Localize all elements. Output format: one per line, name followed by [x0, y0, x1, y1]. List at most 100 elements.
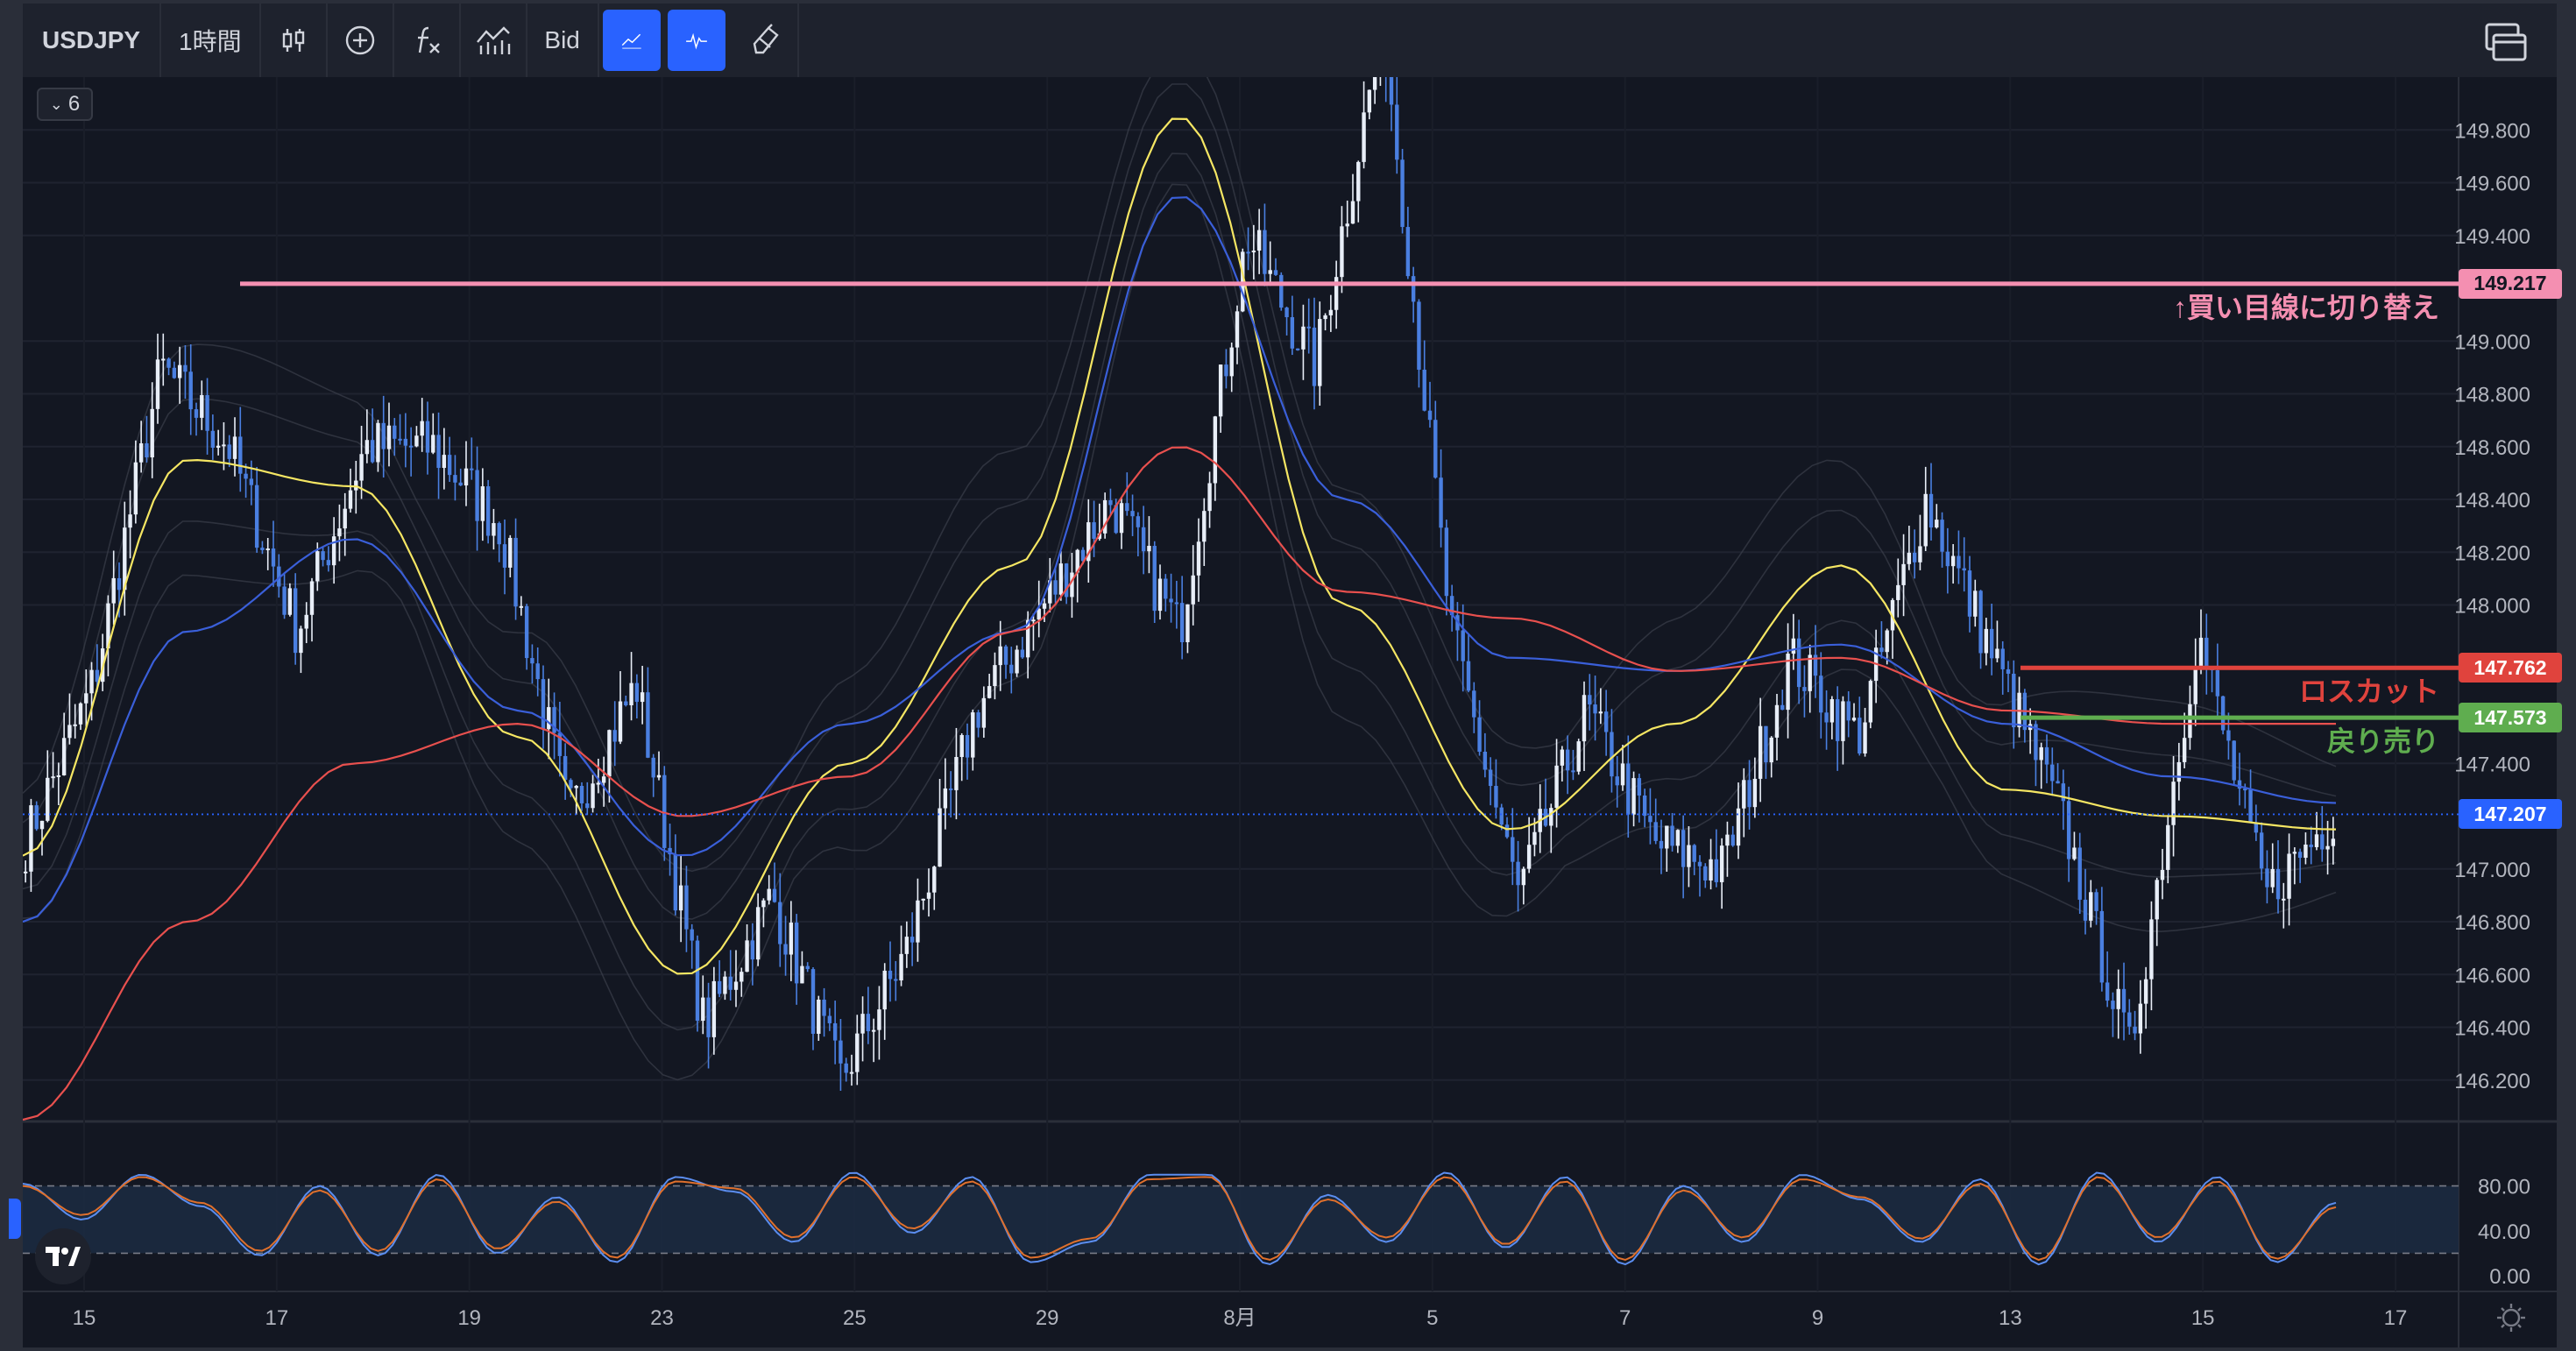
time-tick-label: 15	[2191, 1306, 2215, 1330]
candle	[943, 758, 948, 830]
candle	[1549, 803, 1553, 853]
candle	[612, 701, 617, 767]
candle	[475, 446, 479, 551]
chart-type-button[interactable]	[261, 4, 328, 77]
candle	[849, 1054, 854, 1086]
price-tag-sell-on-rally: 147.573	[2459, 703, 2562, 733]
candle	[1808, 644, 1812, 713]
candle	[1709, 838, 1713, 890]
candle	[376, 420, 380, 472]
candle	[2138, 980, 2143, 1054]
candle	[1218, 364, 1223, 433]
candle	[1070, 553, 1074, 619]
candles	[23, 77, 2336, 1092]
trend-line-button[interactable]	[602, 10, 661, 71]
candle	[1725, 821, 1730, 877]
candle	[789, 901, 794, 981]
candle	[1978, 590, 1983, 669]
chart-area[interactable]: 149.800 149.600 149.400 149.000 148.800 148.6…	[23, 77, 2557, 1347]
candle	[646, 667, 650, 759]
candle	[1130, 494, 1135, 536]
candle	[1483, 732, 1488, 778]
candle	[386, 402, 392, 467]
candle	[321, 547, 325, 567]
candle	[1411, 266, 1416, 323]
candle	[1279, 272, 1284, 311]
candle	[2006, 661, 2011, 693]
candle	[2127, 999, 2132, 1035]
candle	[1719, 838, 1724, 909]
candle	[839, 1018, 843, 1092]
candle	[755, 893, 761, 966]
candle	[205, 378, 209, 455]
candle	[1499, 803, 1504, 831]
candle	[2061, 769, 2066, 831]
candle	[2198, 609, 2204, 675]
time-tick-label: 23	[650, 1306, 674, 1330]
candle	[111, 550, 116, 626]
candle	[1692, 844, 1696, 875]
candle	[1064, 562, 1069, 605]
interval-button[interactable]: 1時間	[161, 4, 261, 77]
price-tick-label: 149.000	[2454, 330, 2530, 354]
candle	[1824, 690, 1829, 750]
compare-button[interactable]	[328, 4, 394, 77]
candle	[216, 429, 221, 456]
candle	[1764, 725, 1768, 779]
candle	[938, 778, 942, 867]
candle	[56, 762, 61, 805]
side-panel-tab[interactable]	[9, 1199, 21, 1239]
tradingview-logo[interactable]	[35, 1228, 91, 1284]
candle	[326, 546, 331, 572]
candle	[524, 604, 529, 670]
moving-average-1	[23, 196, 2337, 923]
candle	[1901, 534, 1906, 617]
candle	[579, 782, 584, 811]
replay-button[interactable]	[667, 10, 725, 71]
candle	[67, 693, 72, 745]
candle	[1048, 557, 1052, 612]
indicators-collapse-button[interactable]: ⌄ 6	[37, 88, 93, 121]
candle	[1306, 298, 1311, 354]
horizontal-lines	[240, 281, 2459, 720]
candle	[364, 409, 370, 463]
candle	[1334, 260, 1339, 329]
candle	[46, 750, 50, 823]
candle	[541, 665, 546, 749]
candle	[1439, 449, 1443, 548]
candle	[210, 414, 216, 460]
indicators-button[interactable]	[394, 4, 461, 77]
candle	[1461, 604, 1465, 692]
candle	[656, 751, 662, 781]
candle	[150, 382, 154, 478]
candle	[1449, 584, 1454, 632]
settings-icon[interactable]	[2497, 1304, 2525, 1332]
eraser-button[interactable]	[732, 4, 799, 77]
templates-button[interactable]	[461, 4, 527, 77]
candle	[1554, 739, 1559, 828]
candle	[227, 435, 231, 468]
layout-button[interactable]	[2480, 16, 2532, 68]
candle	[2149, 901, 2154, 1011]
candle	[1256, 209, 1262, 274]
price-type-button[interactable]: Bid	[527, 4, 599, 77]
candle	[1086, 499, 1091, 584]
symbol-button[interactable]: USDJPY	[23, 4, 162, 77]
candle	[2133, 1010, 2137, 1041]
candle	[1147, 516, 1151, 574]
candle	[805, 962, 810, 973]
stochastic-lines	[23, 1171, 2337, 1266]
candle	[2182, 712, 2187, 768]
candle	[1191, 545, 1195, 626]
candle	[265, 537, 270, 570]
chart-toolbar: USDJPY 1時間 Bid	[23, 4, 2557, 79]
candle	[398, 414, 402, 445]
price-tick-label: 148.200	[2454, 541, 2530, 565]
candle	[51, 752, 55, 789]
candle	[1213, 415, 1218, 501]
candle	[331, 517, 336, 584]
candle	[1780, 690, 1785, 711]
candle	[470, 437, 474, 480]
candle	[2066, 786, 2071, 882]
candle	[1802, 665, 1807, 718]
